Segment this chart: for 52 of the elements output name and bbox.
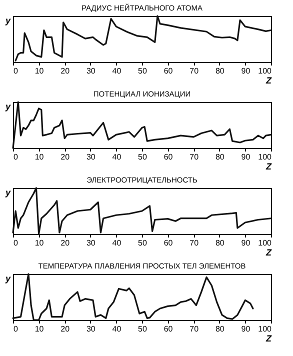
x-tick-label: 50	[138, 152, 148, 162]
x-axis-title: Z	[265, 76, 272, 86]
x-tick-label: 70	[190, 238, 200, 248]
x-tick-label: 30	[86, 66, 96, 76]
x-tick-label: 40	[112, 324, 122, 334]
x-tick-label: 20	[60, 238, 70, 248]
x-tick-label: 50	[138, 66, 148, 76]
y-axis-title: y	[4, 188, 12, 198]
x-tick-label: 80	[215, 152, 225, 162]
x-tick-label: 80	[215, 66, 225, 76]
x-tick-label: 50	[138, 324, 148, 334]
x-tick-label: 40	[112, 238, 122, 248]
x-tick-label: 40	[112, 152, 122, 162]
x-tick-label: 100	[258, 238, 272, 248]
x-tick-label: 10	[34, 324, 44, 334]
x-tick-label: 70	[190, 324, 200, 334]
x-tick-label: 0	[14, 324, 18, 334]
x-tick-label: 30	[86, 238, 96, 248]
x-tick-label: 90	[241, 152, 251, 162]
x-tick-label: 90	[241, 66, 251, 76]
x-tick-label: 100	[258, 152, 272, 162]
x-tick-label: 80	[215, 238, 225, 248]
x-tick-label: 0	[14, 66, 18, 76]
x-tick-label: 80	[215, 324, 225, 334]
x-axis-title: Z	[265, 162, 272, 172]
x-tick-label: 90	[241, 324, 251, 334]
x-tick-label: 10	[34, 238, 44, 248]
x-tick-label: 10	[34, 152, 44, 162]
x-tick-label: 20	[60, 66, 70, 76]
x-tick-label: 60	[164, 152, 174, 162]
y-axis-title: y	[4, 102, 12, 112]
x-tick-label: 90	[241, 238, 251, 248]
x-axis-title: Z	[265, 334, 272, 344]
x-tick-label: 60	[164, 324, 174, 334]
y-axis-title: y	[4, 16, 12, 26]
x-tick-label: 20	[60, 324, 70, 334]
x-tick-label: 0	[14, 152, 18, 162]
y-axis-title: y	[4, 274, 12, 284]
x-tick-label: 30	[86, 152, 96, 162]
x-tick-label: 70	[190, 152, 200, 162]
x-tick-label: 0	[14, 238, 18, 248]
x-tick-label: 20	[60, 152, 70, 162]
x-tick-label: 50	[138, 238, 148, 248]
x-tick-label: 60	[164, 238, 174, 248]
x-tick-label: 100	[258, 324, 272, 334]
x-tick-label: 70	[190, 66, 200, 76]
x-tick-label: 60	[164, 66, 174, 76]
x-tick-label: 10	[34, 66, 44, 76]
x-axis-title: Z	[265, 248, 272, 258]
x-tick-label: 100	[258, 66, 272, 76]
x-tick-label: 40	[112, 66, 122, 76]
x-tick-label: 30	[86, 324, 96, 334]
